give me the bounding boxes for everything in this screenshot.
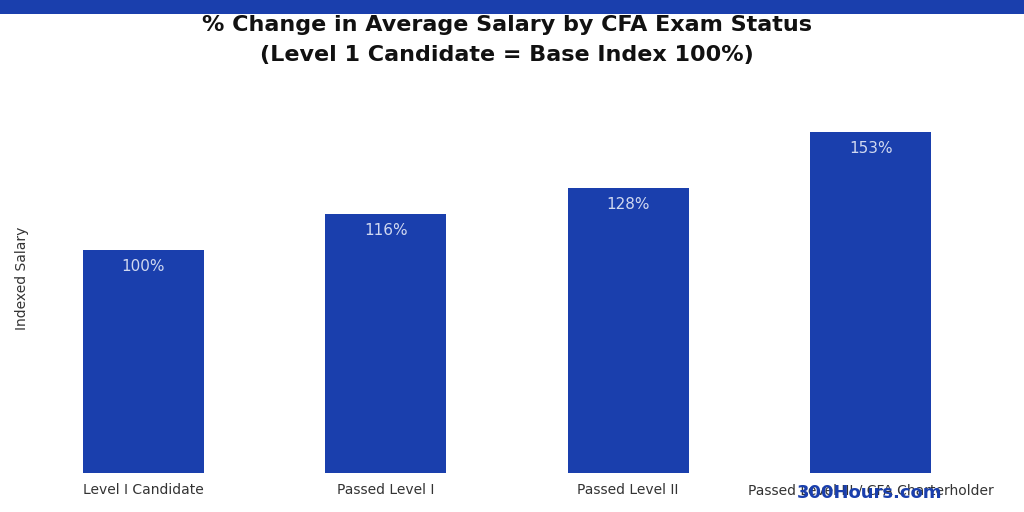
Title: % Change in Average Salary by CFA Exam Status
(Level 1 Candidate = Base Index 10: % Change in Average Salary by CFA Exam S…	[202, 15, 812, 65]
Bar	[567, 188, 689, 473]
Text: 128%: 128%	[606, 197, 650, 211]
Text: 300Hours.com: 300Hours.com	[797, 484, 942, 502]
Text: 116%: 116%	[364, 223, 408, 239]
Bar	[83, 250, 204, 473]
Y-axis label: Indexed Salary: Indexed Salary	[15, 226, 29, 330]
Bar	[810, 132, 931, 473]
Text: 153%: 153%	[849, 141, 893, 156]
Text: 100%: 100%	[122, 259, 165, 274]
Bar	[325, 215, 446, 473]
